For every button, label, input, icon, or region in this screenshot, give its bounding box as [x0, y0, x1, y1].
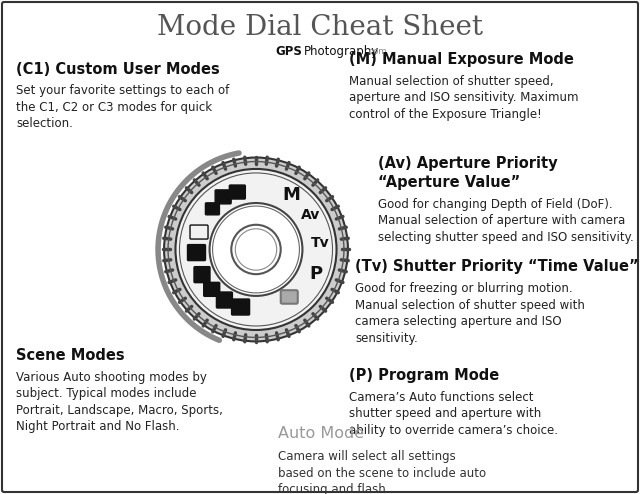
FancyBboxPatch shape: [188, 245, 205, 261]
FancyBboxPatch shape: [194, 267, 210, 283]
Text: (Av) Aperture Priority
“Aperture Value”: (Av) Aperture Priority “Aperture Value”: [378, 156, 557, 190]
Text: Auto Mode: Auto Mode: [278, 426, 365, 441]
Text: (Tv) Shutter Priority “Time Value”: (Tv) Shutter Priority “Time Value”: [355, 259, 639, 274]
Text: Camera’s Auto functions select
shutter speed and aperture with
ability to overri: Camera’s Auto functions select shutter s…: [349, 391, 558, 437]
Text: Photography: Photography: [304, 45, 380, 58]
Text: Good for freezing or blurring motion.
Manual selection of shutter speed with
cam: Good for freezing or blurring motion. Ma…: [355, 282, 585, 344]
FancyBboxPatch shape: [216, 292, 232, 308]
Text: Mode Dial Cheat Sheet: Mode Dial Cheat Sheet: [157, 14, 483, 41]
Text: .com: .com: [366, 47, 387, 56]
Text: Manual selection of shutter speed,
aperture and ISO sensitivity. Maximum
control: Manual selection of shutter speed, apert…: [349, 75, 579, 121]
Text: Camera will select all settings
based on the scene to include auto
focusing and : Camera will select all settings based on…: [278, 451, 486, 494]
Text: M: M: [282, 186, 300, 205]
Circle shape: [175, 169, 337, 330]
Text: (P) Program Mode: (P) Program Mode: [349, 368, 499, 383]
Text: GPS: GPS: [275, 45, 302, 58]
Text: Set your favorite settings to each of
the C1, C2 or C3 modes for quick
selection: Set your favorite settings to each of th…: [16, 84, 229, 130]
Text: Various Auto shooting modes by
subject. Typical modes include
Portrait, Landscap: Various Auto shooting modes by subject. …: [16, 371, 223, 433]
FancyBboxPatch shape: [232, 299, 250, 315]
FancyBboxPatch shape: [205, 203, 220, 215]
Text: Scene Modes: Scene Modes: [16, 348, 125, 363]
Text: Good for changing Depth of Field (DoF).
Manual selection of aperture with camera: Good for changing Depth of Field (DoF). …: [378, 198, 634, 244]
Text: Av: Av: [301, 208, 320, 222]
Circle shape: [231, 225, 281, 274]
FancyBboxPatch shape: [281, 290, 298, 304]
FancyBboxPatch shape: [204, 283, 220, 296]
Text: P: P: [309, 265, 323, 283]
FancyBboxPatch shape: [215, 190, 231, 204]
Circle shape: [164, 158, 348, 341]
FancyBboxPatch shape: [229, 185, 245, 199]
Circle shape: [209, 203, 303, 296]
Text: Tv: Tv: [311, 236, 330, 250]
Text: (M) Manual Exposure Mode: (M) Manual Exposure Mode: [349, 52, 573, 67]
Text: (C1) Custom User Modes: (C1) Custom User Modes: [16, 62, 220, 77]
